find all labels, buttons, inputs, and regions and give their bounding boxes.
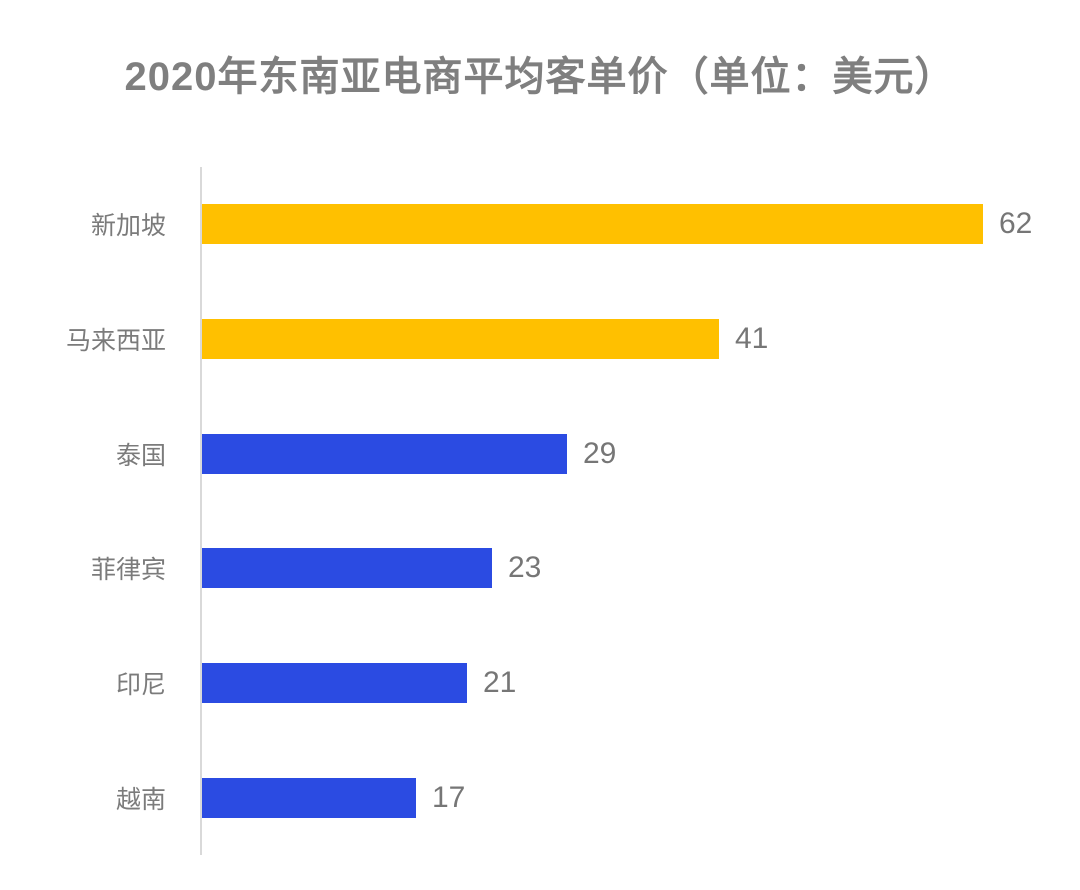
category-label: 印尼 bbox=[115, 671, 166, 700]
value-label: 41 bbox=[735, 322, 769, 355]
value-label: 17 bbox=[432, 780, 466, 814]
category-label: 泰国 bbox=[115, 441, 166, 470]
bar-track: 29 bbox=[202, 433, 617, 474]
bar bbox=[202, 319, 719, 359]
value-label: 29 bbox=[583, 436, 617, 470]
bar-track: 21 bbox=[202, 663, 517, 704]
value-label: 21 bbox=[483, 666, 517, 700]
chart-title: 2020年东南亚电商平均客单价（单位：美元） bbox=[124, 55, 956, 99]
bar bbox=[202, 204, 983, 245]
category-label: 菲律宾 bbox=[90, 556, 166, 585]
chart-row: 越南 17 bbox=[0, 740, 1080, 855]
bar-track: 62 bbox=[202, 204, 1033, 245]
plot-area: 新加坡 62 马来西亚 41 泰国 29 菲律宾 23 印尼 21 越南 17 bbox=[0, 167, 1080, 855]
bar-track: 17 bbox=[202, 777, 466, 818]
bar bbox=[202, 433, 567, 474]
bar bbox=[202, 548, 492, 589]
value-label: 23 bbox=[508, 551, 542, 585]
chart-row: 泰国 29 bbox=[0, 396, 1080, 511]
category-label: 新加坡 bbox=[90, 212, 166, 241]
category-label: 越南 bbox=[115, 785, 166, 814]
chart-row: 马来西亚 41 bbox=[0, 282, 1080, 397]
chart-row: 印尼 21 bbox=[0, 626, 1080, 741]
bar bbox=[202, 663, 467, 704]
bar-track: 41 bbox=[202, 319, 768, 359]
chart-row: 新加坡 62 bbox=[0, 167, 1080, 282]
category-label: 马来西亚 bbox=[65, 327, 166, 355]
bar-rows: 新加坡 62 马来西亚 41 泰国 29 菲律宾 23 印尼 21 越南 17 bbox=[0, 167, 1080, 855]
value-label: 62 bbox=[999, 207, 1033, 241]
chart-row: 菲律宾 23 bbox=[0, 511, 1080, 626]
bar bbox=[202, 777, 416, 818]
bar-track: 23 bbox=[202, 548, 542, 589]
y-axis-line bbox=[200, 167, 202, 855]
